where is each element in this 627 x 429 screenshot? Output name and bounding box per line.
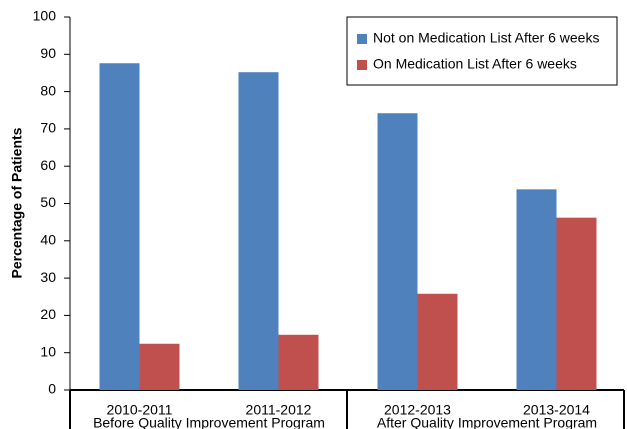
y-tick-label: 40 [40,232,56,248]
legend-swatch [357,60,367,70]
bar [556,217,597,390]
group-label: After Quality Improvement Program [377,415,597,429]
x-tick-label: 2010-2011 [107,402,173,418]
y-tick-label: 80 [40,82,56,98]
bar [278,334,319,390]
y-tick-label: 70 [40,120,56,136]
y-tick-label: 50 [40,194,56,210]
y-tick-label: 20 [40,306,56,322]
bar [238,72,279,390]
legend-swatch [357,34,367,44]
bar [139,343,180,390]
x-tick-label: 2012-2013 [384,402,451,418]
group-label: Before Quality Improvement Program [93,415,325,429]
bar [417,293,458,390]
legend-label: Not on Medication List After 6 weeks [373,30,599,46]
y-tick-label: 90 [40,45,56,61]
x-tick-label: 2011-2012 [246,402,312,418]
x-tick-label: 2013-2014 [523,402,590,418]
y-tick-label: 10 [40,343,56,359]
y-tick-label: 0 [48,381,56,397]
y-axis-label: Percentage of Patients [9,127,25,278]
legend [346,16,618,86]
y-tick-label: 30 [40,269,56,285]
bar [99,63,140,390]
bar [377,113,418,390]
y-tick-label: 60 [40,157,56,173]
y-tick-label: 100 [33,8,57,24]
legend-label: On Medication List After 6 weeks [373,56,577,72]
bar [516,189,557,390]
